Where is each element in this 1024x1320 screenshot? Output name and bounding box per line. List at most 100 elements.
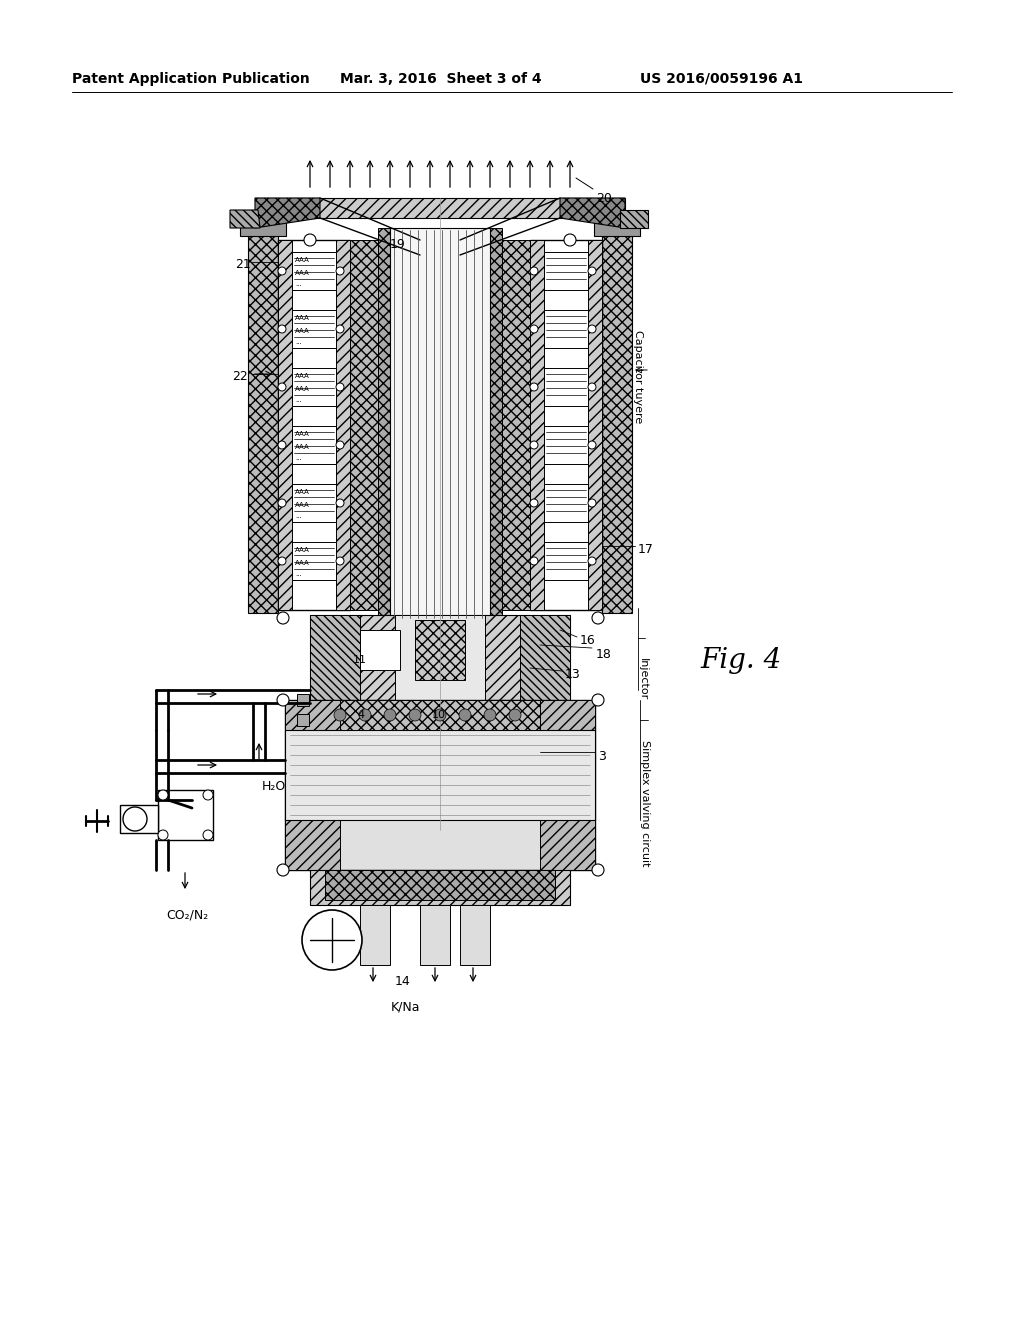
Bar [292, 252, 336, 290]
Circle shape [336, 267, 344, 275]
Circle shape [530, 557, 538, 565]
Bar [544, 310, 588, 348]
Circle shape [278, 267, 286, 275]
Circle shape [278, 499, 286, 507]
Circle shape [530, 499, 538, 507]
Bar [544, 252, 588, 290]
Bar [390, 228, 490, 620]
Bar [530, 240, 544, 610]
Circle shape [434, 709, 446, 721]
Text: Patent Application Publication: Patent Application Publication [72, 73, 309, 86]
Bar [120, 805, 158, 833]
Polygon shape [620, 210, 648, 228]
Text: ...: ... [295, 455, 302, 461]
Bar [336, 240, 350, 610]
Bar [460, 906, 490, 965]
Circle shape [592, 612, 604, 624]
Bar [310, 870, 570, 906]
Bar [255, 198, 625, 218]
Circle shape [384, 709, 396, 721]
Circle shape [278, 557, 286, 565]
Text: AAA: AAA [295, 374, 309, 379]
Circle shape [336, 325, 344, 333]
Circle shape [588, 441, 596, 449]
Circle shape [336, 499, 344, 507]
Text: AAA: AAA [295, 444, 309, 450]
Text: ...: ... [295, 281, 302, 286]
Circle shape [278, 325, 286, 333]
Circle shape [359, 709, 371, 721]
Polygon shape [255, 198, 319, 228]
Text: CO₂/N₂: CO₂/N₂ [166, 908, 208, 921]
Bar [310, 615, 570, 700]
Text: 11: 11 [353, 655, 367, 665]
Circle shape [588, 267, 596, 275]
Text: AAA: AAA [295, 502, 309, 508]
Bar [292, 426, 336, 465]
Bar [540, 700, 595, 870]
Text: 22: 22 [232, 370, 248, 383]
Circle shape [278, 694, 289, 706]
Circle shape [123, 807, 147, 832]
Bar [544, 368, 588, 407]
Circle shape [158, 789, 168, 800]
Bar [502, 240, 530, 610]
Text: 4: 4 [357, 710, 365, 719]
Polygon shape [230, 210, 260, 228]
Bar [297, 714, 309, 726]
Text: H₂O: H₂O [262, 780, 287, 793]
Circle shape [588, 383, 596, 391]
Circle shape [203, 789, 213, 800]
Text: 17: 17 [638, 543, 654, 556]
Bar [248, 228, 278, 612]
Circle shape [484, 709, 496, 721]
Bar [415, 620, 465, 680]
Circle shape [409, 709, 421, 721]
Text: 21: 21 [234, 257, 251, 271]
Bar [278, 240, 350, 610]
Circle shape [530, 441, 538, 449]
Text: 16: 16 [580, 634, 596, 647]
Bar [285, 730, 595, 820]
Text: ...: ... [295, 513, 302, 519]
Circle shape [530, 383, 538, 391]
Text: AAA: AAA [295, 385, 309, 392]
Text: Simplex valving circuit: Simplex valving circuit [640, 741, 650, 866]
Text: AAA: AAA [295, 327, 309, 334]
Bar [310, 615, 360, 700]
Text: Mar. 3, 2016  Sheet 3 of 4: Mar. 3, 2016 Sheet 3 of 4 [340, 73, 542, 86]
Bar [360, 630, 400, 671]
Polygon shape [560, 198, 625, 228]
Text: 18: 18 [596, 648, 612, 661]
Bar [285, 700, 340, 870]
Text: Injector: Injector [638, 657, 648, 700]
Bar [278, 240, 292, 610]
Bar [602, 228, 632, 612]
Text: 10: 10 [432, 710, 446, 719]
Text: AAA: AAA [295, 546, 309, 553]
Text: 20: 20 [596, 191, 612, 205]
Bar [420, 906, 450, 965]
Text: AAA: AAA [295, 315, 309, 321]
Circle shape [592, 865, 604, 876]
Circle shape [588, 557, 596, 565]
Circle shape [278, 383, 286, 391]
Bar [544, 484, 588, 521]
Circle shape [530, 267, 538, 275]
Bar [285, 700, 595, 870]
Text: AAA: AAA [295, 257, 309, 263]
Bar [158, 789, 213, 840]
Circle shape [158, 830, 168, 840]
Bar [340, 700, 540, 730]
Text: 3: 3 [598, 750, 606, 763]
Text: AAA: AAA [295, 271, 309, 276]
Text: Fig. 4: Fig. 4 [700, 647, 781, 673]
Circle shape [203, 830, 213, 840]
Bar [395, 615, 485, 700]
Bar [588, 240, 602, 610]
Circle shape [304, 234, 316, 246]
Bar [240, 222, 286, 236]
Circle shape [336, 557, 344, 565]
Text: ...: ... [295, 397, 302, 403]
Bar [292, 368, 336, 407]
